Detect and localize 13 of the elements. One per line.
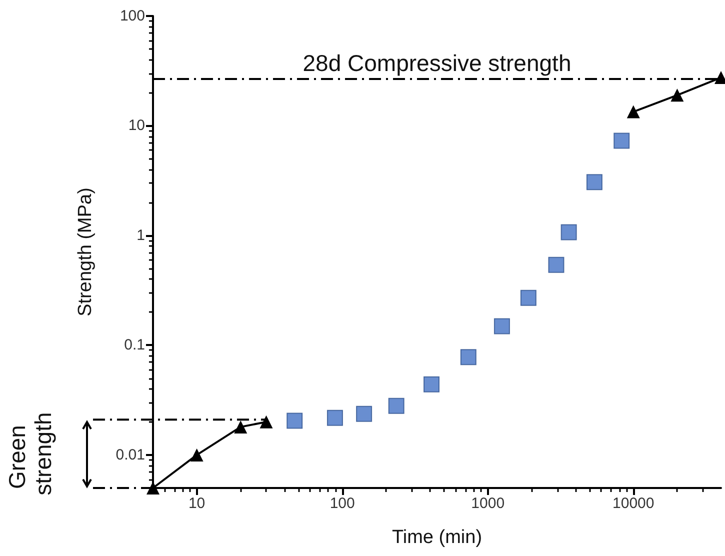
x-axis-title: Time (min) [392, 527, 482, 548]
y-tick-label: 0.01 [116, 446, 145, 464]
y-tick-label: 100 [120, 8, 145, 24]
y-tick-label: 0.1 [124, 336, 145, 354]
x-tick-label: 10000 [612, 495, 654, 512]
y-tick-label: 1 [136, 226, 145, 244]
x-tick-label: 1000 [471, 495, 505, 512]
x-tick-label: 100 [330, 495, 355, 512]
x-tick-label: 10 [188, 495, 206, 512]
y-tick-label: 10 [128, 117, 145, 134]
text: Green strength [4, 412, 56, 496]
y-axis-title: Strength (MPa) [75, 188, 96, 316]
ref-line-label: 28d Compressive strength [302, 50, 572, 76]
